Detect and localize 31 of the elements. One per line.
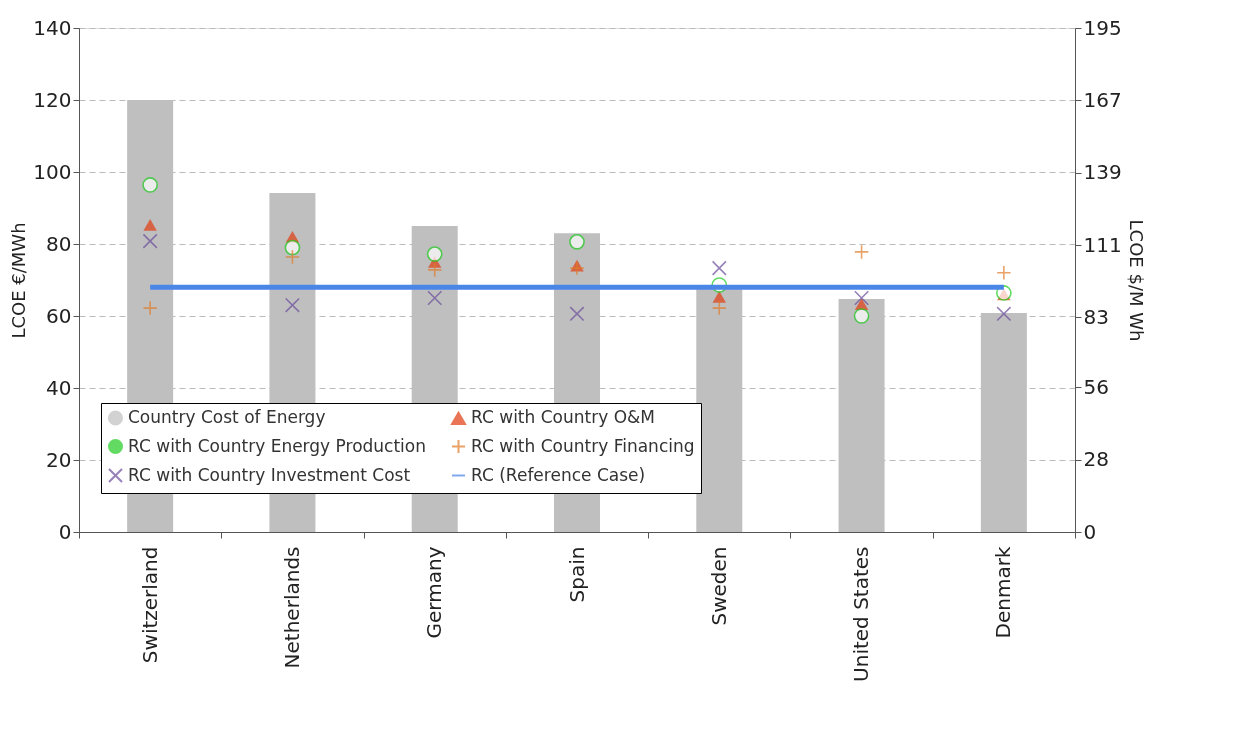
y-tick-label: 120: [33, 87, 72, 112]
y2-axis-title: LCOE $/M Wh: [1125, 219, 1147, 342]
legend-label: Country Cost of Energy: [128, 406, 326, 427]
legend-label: RC with Country O&M: [471, 407, 655, 428]
x-tick-label: Denmark: [991, 546, 1016, 639]
y-tick-label: 80: [46, 231, 72, 256]
y-tick-label: 40: [46, 375, 72, 400]
y2-tick-label: 56: [1083, 374, 1109, 399]
y2-tick-label: 0: [1083, 519, 1097, 544]
x-tick-label: Switzerland: [137, 546, 162, 664]
y-tick-label: 0: [58, 519, 72, 544]
y-tick-label: 20: [46, 447, 72, 472]
y2-tick-label: 111: [1083, 232, 1122, 257]
y-tick-label: 100: [33, 159, 72, 184]
x-tick-label: Germany: [422, 546, 447, 639]
legend-label: RC (Reference Case): [471, 464, 646, 485]
x-tick-label: Spain: [564, 546, 589, 603]
y2-tick-label: 83: [1083, 304, 1109, 329]
y-tick-label: 140: [33, 15, 72, 40]
y2-tick-label: 28: [1083, 447, 1109, 472]
y2-tick-label: 195: [1083, 15, 1122, 40]
y-tick-label: 60: [46, 303, 72, 328]
y-axis-title: LCOE €/MWh: [8, 222, 30, 339]
legend-label: RC with Country Investment Cost: [128, 464, 411, 485]
x-tick-label: Sweden: [706, 546, 731, 626]
x-tick-label: Netherlands: [279, 546, 304, 669]
x-tick-label: United States: [849, 546, 874, 682]
legend-label: RC with Country Financing: [471, 435, 695, 456]
legend-label: RC with Country Energy Production: [128, 435, 427, 456]
y2-tick-label: 139: [1083, 160, 1122, 185]
y2-tick-label: 167: [1083, 87, 1122, 112]
